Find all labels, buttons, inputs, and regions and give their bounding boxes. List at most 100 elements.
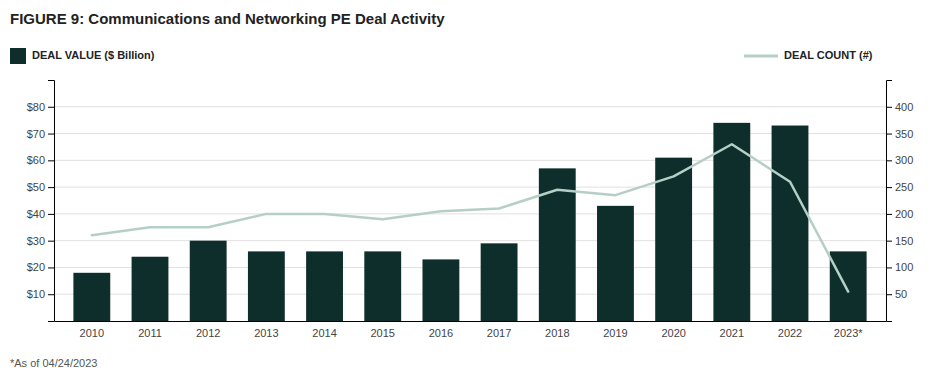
tick-label: $80 [27, 101, 45, 113]
tick: 2012 [196, 327, 220, 339]
bar [248, 251, 285, 321]
tick-label: 100 [895, 261, 913, 273]
bar [422, 259, 459, 321]
tick-label: $60 [27, 154, 45, 166]
tick-mark [48, 107, 54, 108]
grid-line [54, 187, 886, 188]
tick: 250 [886, 181, 913, 193]
grid-line [54, 267, 886, 268]
bar [190, 241, 227, 321]
tick: 100 [886, 261, 913, 273]
legend-swatch [744, 55, 778, 58]
grid-line [54, 133, 886, 134]
tick-mark [886, 267, 892, 268]
grid-line [54, 106, 886, 107]
tick-label: 2011 [138, 327, 162, 339]
tick: 2015 [370, 327, 394, 339]
tick-label: 2022 [778, 327, 802, 339]
tick-label: 2013 [254, 327, 278, 339]
bar [830, 251, 867, 321]
bar [481, 243, 518, 321]
bar [364, 251, 401, 321]
tick: $50 [27, 181, 54, 193]
tick-mark [886, 187, 892, 188]
tick-label: 2015 [370, 327, 394, 339]
axis: 2010 2011 2012 2013 2014 2015 2016 2017 2018 2019… [55, 322, 887, 339]
chart: FIGURE 9: Communications and Networking … [0, 0, 944, 375]
bar [655, 158, 692, 321]
tick-mark [48, 187, 54, 188]
bar [132, 257, 169, 321]
tick: $60 [27, 154, 54, 166]
tick-label: 2017 [487, 327, 511, 339]
tick-mark [48, 214, 54, 215]
tick: 2018 [545, 327, 569, 339]
tick-label: 2014 [312, 327, 336, 339]
tick-label: $70 [27, 128, 45, 140]
tick-label: 2023* [834, 327, 863, 339]
grid-line [54, 213, 886, 214]
tick: $80 [27, 101, 54, 113]
tick-label: 50 [895, 288, 907, 300]
marks [73, 123, 866, 321]
tick: 2011 [138, 327, 162, 339]
legend: DEAL VALUE ($ Billion) DEAL COUNT (#) [10, 48, 873, 64]
tick-label: $20 [27, 261, 45, 273]
tick: 2017 [487, 327, 511, 339]
tick-mark [886, 160, 892, 161]
tick: 2013 [254, 327, 278, 339]
tick-label: 350 [895, 128, 913, 140]
grid-line [54, 294, 886, 295]
tick-mark [886, 107, 892, 108]
grid [54, 107, 886, 294]
axis-line [887, 81, 893, 322]
tick: 200 [886, 208, 913, 220]
tick-mark [886, 294, 892, 295]
grid-line [54, 240, 886, 241]
tick-label: 2019 [603, 327, 627, 339]
tick-mark [886, 134, 892, 135]
tick-label: 2020 [661, 327, 685, 339]
tick-mark [48, 160, 54, 161]
tick: 50 [886, 288, 907, 300]
tick-label: $50 [27, 181, 45, 193]
tick-mark [48, 294, 54, 295]
tick-label: 200 [895, 208, 913, 220]
tick: $30 [27, 235, 54, 247]
tick: 300 [886, 154, 913, 166]
tick: 2023* [834, 327, 863, 339]
tick: $10 [27, 288, 54, 300]
tick: 2022 [778, 327, 802, 339]
legend-item: DEAL COUNT (#) [744, 49, 873, 61]
bar-series [73, 123, 866, 321]
axis-line [55, 321, 887, 322]
legend-label: DEAL COUNT (#) [784, 49, 873, 61]
bar [73, 273, 110, 321]
tick-label: 400 [895, 101, 913, 113]
tick: 150 [886, 235, 913, 247]
tick: 350 [886, 128, 913, 140]
tick-label: 2021 [720, 327, 744, 339]
bar [597, 206, 634, 321]
tick: $40 [27, 208, 54, 220]
legend-swatch [10, 48, 26, 64]
tick: 2016 [429, 327, 453, 339]
tick: 2019 [603, 327, 627, 339]
tick-mark [48, 241, 54, 242]
tick-label: 2010 [80, 327, 104, 339]
tick-label: $10 [27, 288, 45, 300]
footnote: *As of 04/24/2023 [10, 357, 97, 369]
tick: $70 [27, 128, 54, 140]
tick-label: 2018 [545, 327, 569, 339]
tick: 2020 [661, 327, 685, 339]
axis: 50 100 150 200 250 300 350 400 [886, 81, 913, 322]
legend-item: DEAL VALUE ($ Billion) [10, 48, 155, 64]
grid-line [54, 160, 886, 161]
tick-mark [48, 267, 54, 268]
tick: 2010 [80, 327, 104, 339]
tick-mark [886, 214, 892, 215]
tick: 400 [886, 101, 913, 113]
axis-line [48, 81, 55, 322]
tick-label: $30 [27, 235, 45, 247]
tick-label: 2016 [429, 327, 453, 339]
